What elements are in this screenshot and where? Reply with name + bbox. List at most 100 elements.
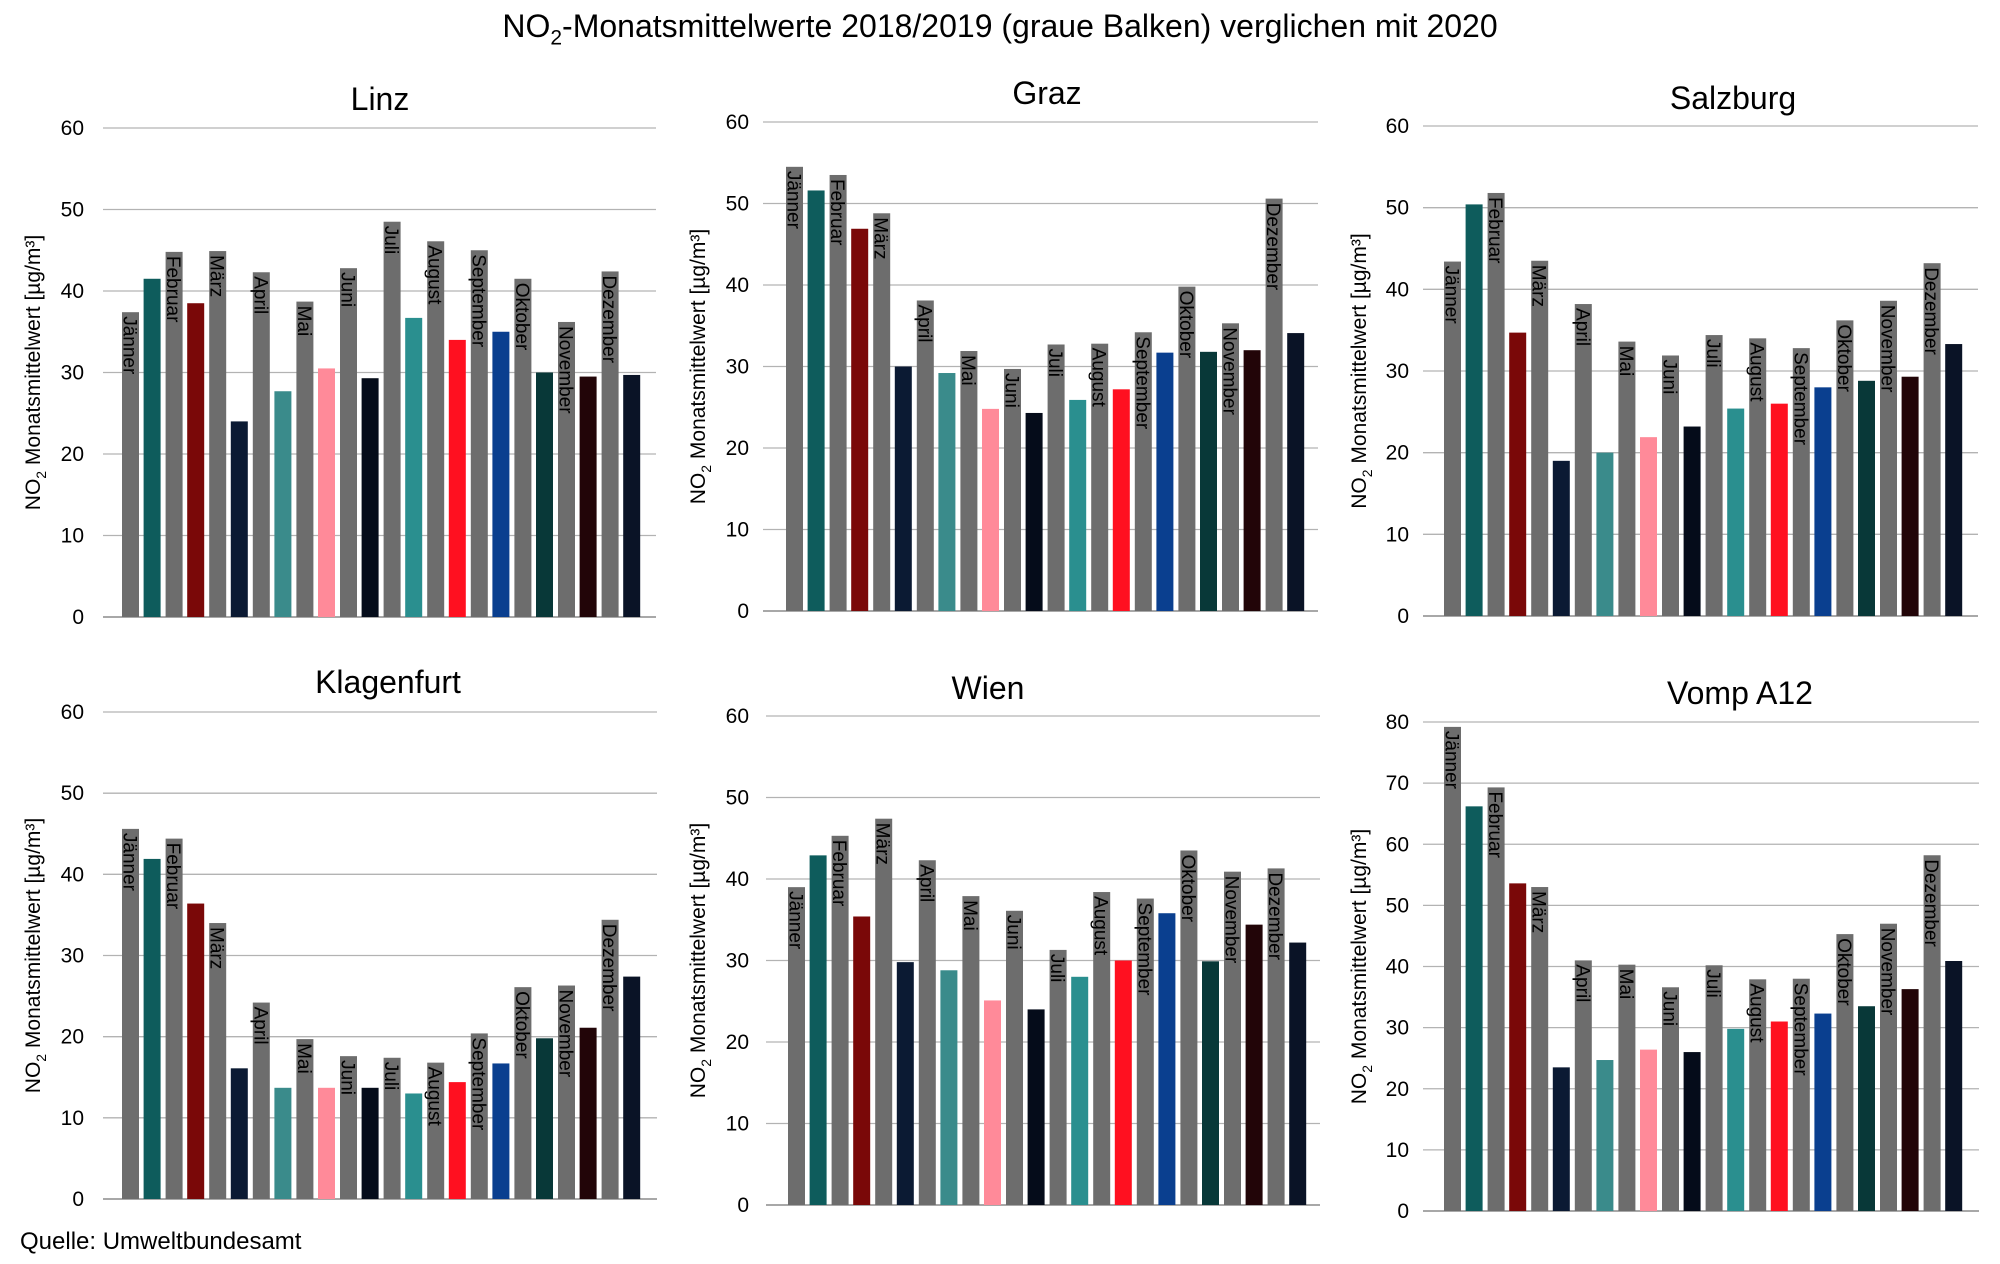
bar-2018-2019-12	[1267, 868, 1285, 1205]
bar-2018-2019-7	[1705, 965, 1723, 1211]
bar-2020-12	[1289, 942, 1307, 1205]
bar-2018-2019-5	[296, 1039, 314, 1199]
y-axis-label-prefix: NO	[1348, 477, 1371, 509]
month-label: März	[206, 255, 227, 297]
bar-2018-2019-11	[1880, 300, 1897, 616]
y-axis-label: NO2 Monatsmittelwert [µg/m³]	[22, 818, 49, 1093]
bar-2018-2019-3	[1531, 887, 1549, 1211]
bar-2018-2019-8	[1749, 338, 1767, 616]
chart-panel-salzburg: Salzburg 0 10 20 30 40 50 60 NO2 Monatsmittelwer…	[1348, 80, 1978, 628]
month-label: Juli	[1044, 348, 1065, 377]
bar-2018-2019-2	[165, 251, 183, 617]
month-label: Februar	[162, 256, 183, 323]
bar-2018-2019-1	[788, 887, 805, 1205]
y-tick-label: 0	[1397, 605, 1409, 628]
bar-2020-7	[1727, 1028, 1745, 1211]
bar-2020-10	[1858, 1006, 1875, 1211]
bar-2018-2019-8	[1091, 343, 1109, 611]
month-label: Februar	[826, 179, 847, 246]
bar-2020-4	[274, 1087, 292, 1199]
month-label: März	[870, 217, 891, 259]
month-label: September	[1789, 352, 1810, 446]
bar-2020-8	[448, 1082, 466, 1199]
bar-2018-2019-10	[1836, 934, 1854, 1211]
bar-2020-9	[492, 331, 510, 617]
bar-2018-2019-7	[383, 221, 401, 617]
y-axis-label-subscript: 2	[33, 471, 49, 479]
y-axis-label: NO2 Monatsmittelwert [µg/m³]	[687, 229, 714, 504]
y-axis-label: NO2 Monatsmittelwert [µg/m³]	[22, 235, 49, 510]
month-label: August	[1088, 348, 1109, 408]
bar-2020-11	[1901, 989, 1919, 1211]
month-label: März	[1528, 265, 1549, 307]
bar-2018-2019-1	[786, 166, 803, 611]
month-label: Juni	[337, 1060, 358, 1095]
y-tick-label: 50	[1386, 197, 1409, 220]
month-label: September	[467, 1037, 488, 1131]
y-axis-label: NO2 Monatsmittelwert [µg/m³]	[1348, 829, 1375, 1104]
month-label: Mai	[1615, 346, 1636, 377]
bar-2020-10	[536, 1038, 553, 1199]
month-label: Oktober	[1833, 324, 1854, 392]
y-tick-label: 80	[1386, 711, 1409, 734]
bar-2020-5	[1640, 1049, 1657, 1211]
month-label: März	[1528, 891, 1549, 933]
chart-panel-graz: Graz 0 10 20 30 40 50 60 NO2 Monatsmittelwert [µ…	[687, 75, 1318, 623]
y-tick-label: 30	[1386, 1017, 1409, 1040]
y-tick-label: 30	[61, 945, 84, 968]
bar-2020-3	[894, 366, 912, 611]
bar-2020-5	[1640, 437, 1657, 616]
bar-2018-2019-8	[1093, 892, 1111, 1205]
y-tick-label: 10	[726, 519, 749, 542]
bar-2018-2019-9	[1134, 332, 1152, 611]
bar-2018-2019-3	[209, 251, 227, 617]
bar-2018-2019-6	[1662, 987, 1679, 1211]
bar-2020-3	[1552, 1067, 1570, 1211]
y-tick-label: 20	[726, 1031, 749, 1054]
y-axis-label-prefix: NO	[22, 1062, 45, 1094]
month-label: März	[872, 823, 893, 865]
y-tick-label: 0	[72, 606, 84, 629]
bar-2018-2019-10	[1836, 320, 1854, 616]
bar-2020-4	[1596, 452, 1614, 616]
bar-2018-2019-11	[1880, 923, 1897, 1211]
bar-2020-2	[187, 903, 205, 1199]
bar-2018-2019-10	[1178, 286, 1196, 611]
month-label: Juli	[1702, 339, 1723, 368]
bar-2020-2	[1509, 332, 1527, 616]
month-label: April	[913, 304, 934, 342]
bar-2018-2019-11	[558, 321, 575, 617]
bar-2018-2019-5	[1618, 964, 1636, 1211]
bar-2020-6	[1025, 412, 1043, 611]
y-axis-label-subscript: 2	[1359, 469, 1375, 477]
y-tick-label: 30	[61, 362, 84, 385]
y-axis-label-suffix: Monatsmittelwert [µg/m³]	[687, 229, 710, 465]
month-label: Mai	[957, 355, 978, 386]
bar-2020-8	[1770, 1021, 1788, 1211]
month-label: November	[555, 326, 576, 414]
y-tick-label: 30	[726, 356, 749, 379]
y-tick-label: 30	[726, 950, 749, 973]
month-label: April	[915, 864, 936, 902]
month-label: Februar	[1484, 197, 1505, 264]
bar-2018-2019-7	[1049, 949, 1067, 1205]
chart-title: Wien	[952, 670, 1025, 706]
bar-2020-12	[1945, 344, 1963, 616]
bar-2020-11	[1901, 376, 1919, 616]
bar-2018-2019-4	[916, 300, 934, 611]
month-label: September	[1131, 336, 1152, 430]
month-label: August	[424, 245, 445, 305]
bar-2020-12	[623, 374, 641, 617]
bar-2020-12	[1287, 333, 1305, 611]
y-tick-label: 50	[1386, 894, 1409, 917]
month-label: August	[1746, 342, 1767, 402]
y-tick-label: 40	[61, 280, 84, 303]
month-label: Mai	[293, 1043, 314, 1074]
bar-2020-3	[230, 1068, 248, 1199]
bar-2018-2019-3	[1531, 260, 1549, 616]
bar-2020-12	[623, 976, 641, 1199]
bar-2018-2019-12	[601, 271, 619, 617]
month-label: November	[555, 990, 576, 1078]
y-tick-label: 20	[1386, 442, 1409, 465]
